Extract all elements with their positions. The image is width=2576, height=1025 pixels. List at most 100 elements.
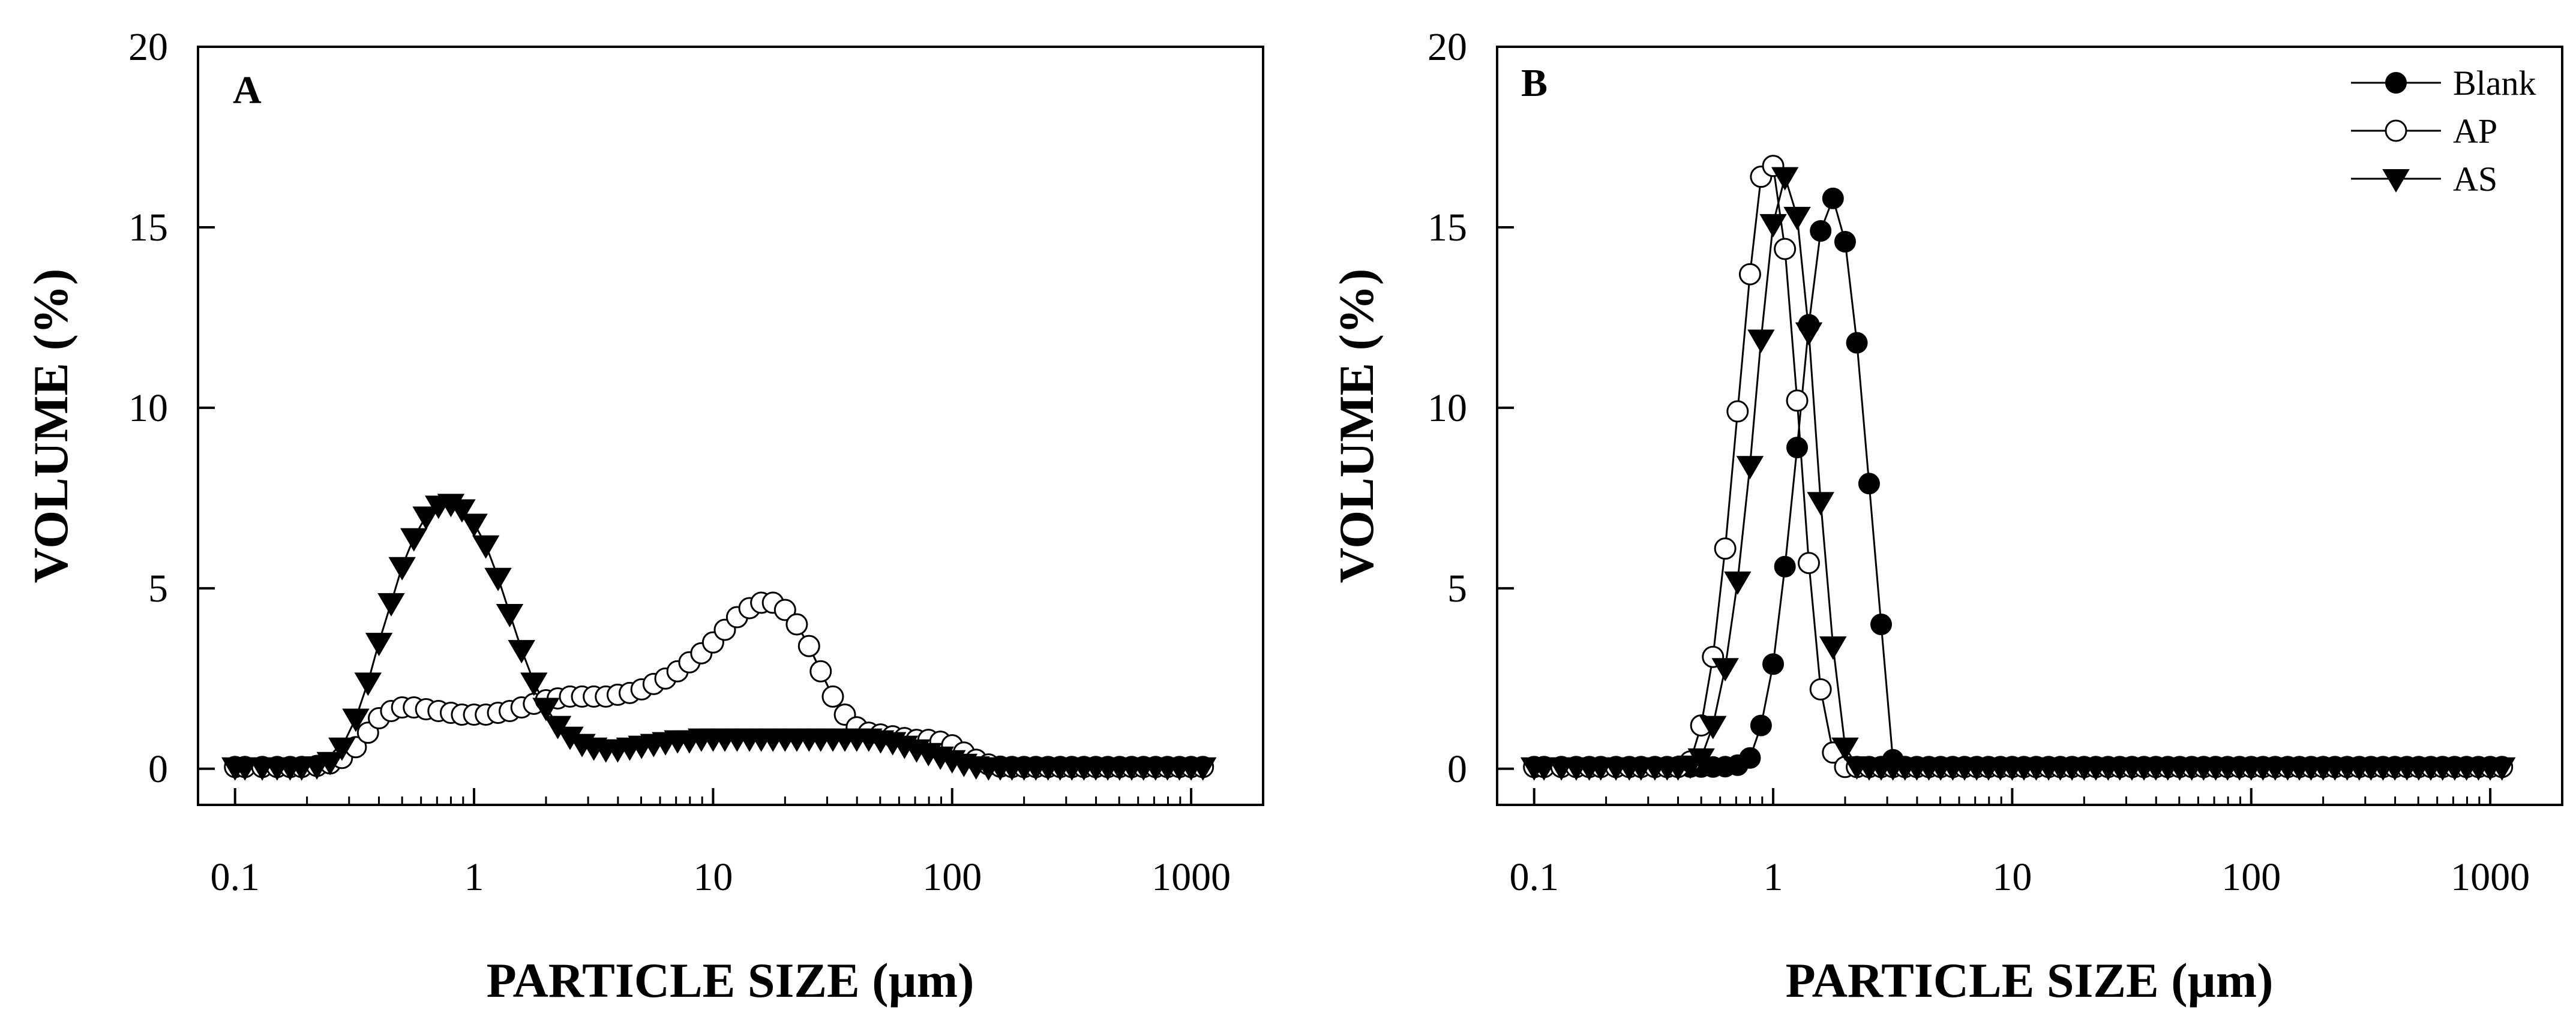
data-point-as bbox=[316, 752, 344, 775]
data-point-as bbox=[1759, 214, 1787, 238]
data-point-ap bbox=[1774, 238, 1797, 260]
data-point-as bbox=[508, 640, 535, 664]
x-tick-label: 1000 bbox=[2451, 855, 2530, 899]
data-point-as bbox=[1189, 757, 1217, 781]
legend-marker-ap bbox=[2385, 119, 2407, 142]
data-point-as bbox=[1530, 757, 1558, 781]
x-tick-label: 10 bbox=[1992, 855, 2032, 899]
data-point-ap bbox=[773, 599, 796, 621]
y-tick-label: 10 bbox=[128, 386, 168, 430]
data-point-blank bbox=[1762, 653, 1785, 675]
y-tick-label: 15 bbox=[1428, 206, 1467, 250]
data-point-blank bbox=[1739, 747, 1761, 769]
y-tick-label: 15 bbox=[128, 206, 168, 250]
series-line-as bbox=[1534, 173, 2502, 768]
data-point-as bbox=[520, 672, 548, 696]
data-point-ap bbox=[1726, 400, 1749, 423]
x-axis-title: PARTICLE SIZE (µm) bbox=[487, 953, 974, 1008]
data-point-as bbox=[1795, 322, 1823, 346]
data-point-as bbox=[412, 506, 440, 530]
legend-marker-as bbox=[2382, 169, 2410, 193]
series-line-ap bbox=[1534, 164, 2502, 768]
data-point-ap bbox=[809, 660, 832, 683]
y-tick-label: 20 bbox=[128, 25, 168, 69]
data-point-blank bbox=[1834, 231, 1856, 253]
data-point-as bbox=[1747, 329, 1775, 353]
y-axis: 0 5 10 15 20 bbox=[128, 25, 215, 791]
data-point-as bbox=[1687, 748, 1715, 772]
data-point-as bbox=[1699, 716, 1727, 740]
data-point-ap bbox=[1714, 537, 1737, 560]
data-point-blank bbox=[1870, 614, 1893, 636]
data-point-blank bbox=[1810, 220, 1832, 242]
data-point-as bbox=[342, 708, 370, 732]
data-point-as bbox=[1831, 737, 1859, 761]
series-layer bbox=[1520, 155, 2516, 781]
data-point-blank bbox=[1822, 187, 1844, 209]
y-tick-label: 20 bbox=[1428, 25, 1467, 69]
data-point-blank bbox=[1750, 714, 1772, 737]
y-tick-label: 5 bbox=[148, 567, 168, 611]
panel-a: A PARTICLE SIZE (µm) VOLUME (%) 0 5 10 15 20… bbox=[23, 25, 1264, 1008]
y-axis-title: VOLUME (%) bbox=[1329, 269, 1384, 583]
x-tick-label: 10 bbox=[693, 855, 733, 899]
data-point-as bbox=[400, 528, 428, 552]
data-point-ap bbox=[1797, 552, 1820, 575]
data-point-as bbox=[1724, 571, 1752, 595]
y-tick-label: 10 bbox=[1428, 386, 1467, 430]
data-point-as bbox=[365, 633, 393, 657]
x-tick-label: 1000 bbox=[1151, 855, 1231, 899]
data-point-blank bbox=[1774, 555, 1796, 578]
x-tick-label: 0.1 bbox=[1509, 855, 1559, 899]
data-point-as bbox=[1736, 456, 1764, 480]
y-axis: 0 5 10 15 20 bbox=[1428, 25, 1514, 791]
data-point-as bbox=[1783, 206, 1811, 230]
data-point-ap bbox=[1786, 389, 1809, 412]
series-line-blank bbox=[1534, 196, 2502, 768]
data-point-blank bbox=[1846, 332, 1868, 354]
data-point-as bbox=[1819, 636, 1847, 660]
data-point-as bbox=[354, 672, 382, 696]
data-point-blank bbox=[1858, 473, 1880, 495]
x-tick-label: 1 bbox=[1764, 855, 1783, 899]
data-point-ap bbox=[785, 613, 808, 636]
data-point-blank bbox=[1786, 437, 1809, 459]
series-layer bbox=[221, 494, 1217, 781]
data-point-as bbox=[388, 557, 416, 581]
data-point-ap bbox=[1809, 678, 1832, 701]
data-point-ap bbox=[797, 635, 820, 657]
data-point-as bbox=[472, 535, 500, 559]
x-tick-label: 0.1 bbox=[210, 855, 260, 899]
legend-label: AP bbox=[2453, 112, 2497, 151]
data-point-as bbox=[1807, 492, 1834, 516]
legend-marker-blank bbox=[2385, 72, 2407, 94]
plot-frame bbox=[1496, 46, 2563, 806]
data-point-as bbox=[532, 698, 560, 722]
panel-letter: A bbox=[233, 68, 262, 112]
data-point-ap bbox=[1738, 263, 1761, 285]
legend-label: AS bbox=[2453, 160, 2497, 199]
x-axis: 0.1 1 10 100 1000 bbox=[210, 788, 1231, 899]
data-point-as bbox=[328, 737, 356, 761]
data-point-as bbox=[1771, 167, 1799, 191]
data-point-as bbox=[496, 603, 524, 627]
legend: Blank AP AS bbox=[2351, 64, 2536, 199]
data-point-as bbox=[448, 499, 476, 523]
x-tick-label: 1 bbox=[464, 855, 484, 899]
y-tick-label: 0 bbox=[148, 747, 168, 791]
y-tick-label: 5 bbox=[1447, 567, 1467, 611]
panel-b: B PARTICLE SIZE (µm) VOLUME (%) 0 5 10 15 20… bbox=[1329, 25, 2563, 1008]
data-point-as bbox=[460, 513, 488, 537]
panel-letter: B bbox=[1521, 61, 1548, 105]
x-tick-label: 100 bbox=[922, 855, 982, 899]
data-point-ap bbox=[821, 685, 844, 708]
legend-label: Blank bbox=[2453, 64, 2536, 103]
data-point-as bbox=[377, 593, 405, 617]
data-point-as bbox=[1711, 658, 1739, 682]
x-tick-label: 100 bbox=[2221, 855, 2281, 899]
x-axis-title: PARTICLE SIZE (µm) bbox=[1786, 953, 2274, 1008]
x-axis: 0.1 1 10 100 1000 bbox=[1509, 788, 2530, 899]
data-point-as bbox=[231, 757, 259, 781]
data-point-as bbox=[2488, 757, 2516, 781]
